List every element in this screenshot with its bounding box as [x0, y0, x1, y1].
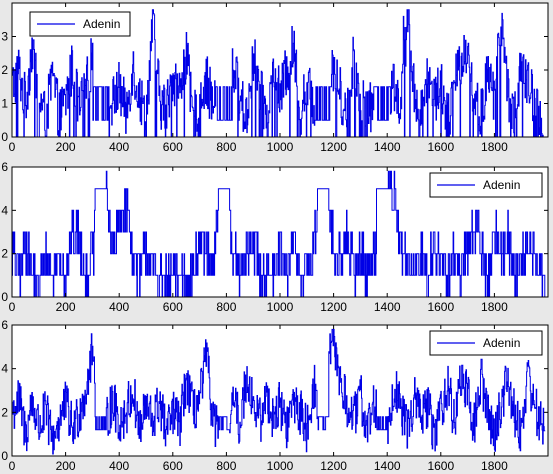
x-tick-label: 1800: [481, 140, 508, 154]
y-tick-label: 0: [1, 449, 8, 463]
x-tick-label: 1600: [427, 459, 454, 473]
legend: Adenin: [29, 11, 131, 37]
legend-label: Adenin: [483, 336, 520, 350]
series-line-adenin: [12, 328, 546, 455]
x-tick-label: 600: [163, 459, 183, 473]
x-tick-label: 0: [9, 459, 16, 473]
legend: Adenin: [429, 172, 543, 198]
x-tick-label: 800: [216, 459, 236, 473]
y-tick-label: 4: [1, 362, 8, 376]
x-tick-label: 1200: [320, 300, 347, 314]
series-line-adenin: [12, 9, 545, 137]
y-tick-label: 0: [1, 290, 8, 304]
x-tick-label: 1800: [481, 459, 508, 473]
x-tick-label: 400: [109, 140, 129, 154]
y-tick-label: 2: [1, 63, 8, 77]
x-tick-label: 400: [109, 459, 129, 473]
y-tick-label: 2: [1, 405, 8, 419]
x-tick-label: 600: [163, 300, 183, 314]
x-tick-label: 800: [216, 140, 236, 154]
x-tick-label: 1000: [267, 300, 294, 314]
x-tick-label: 1000: [267, 459, 294, 473]
legend-box: [429, 330, 543, 356]
x-tick-label: 1400: [374, 140, 401, 154]
x-tick-label: 1600: [427, 140, 454, 154]
x-tick-label: 0: [9, 300, 16, 314]
x-tick-label: 1400: [374, 300, 401, 314]
y-tick-label: 6: [1, 160, 8, 174]
chart-2: 0 200 400 600 800 1000 1200 1400 1600 1800 0 2 4 6 Ade…: [1, 160, 549, 314]
x-tick-label: 1200: [320, 140, 347, 154]
x-tick-label: 400: [109, 300, 129, 314]
x-tick-label: 0: [9, 140, 16, 154]
y-tick-label: 4: [1, 203, 8, 217]
x-tick-label: 1800: [481, 300, 508, 314]
x-tick-label: 200: [56, 459, 76, 473]
x-tick-label: 600: [163, 140, 183, 154]
legend: Adenin: [429, 330, 543, 356]
chart-1: 0 200 400 600 800 1000 1200 1400 1600 1800 0 1 2 3 Ade…: [1, 2, 549, 154]
y-tick-label: 1: [1, 97, 8, 111]
y-tick-label: 0: [1, 130, 8, 144]
x-tick-label: 200: [56, 140, 76, 154]
x-tick-label: 1200: [320, 459, 347, 473]
y-tick-label: 2: [1, 247, 8, 261]
y-tick-label: 3: [1, 30, 8, 44]
x-tick-label: 1400: [374, 459, 401, 473]
y-tick-label: 6: [1, 318, 8, 332]
x-tick-label: 1000: [267, 140, 294, 154]
chart-3: 0 200 400 600 800 1000 1200 1400 1600 1800 0 2 4 6 Ade…: [1, 318, 549, 473]
legend-label: Adenin: [483, 178, 520, 192]
series-line-adenin: [12, 170, 546, 297]
x-tick-label: 200: [56, 300, 76, 314]
x-tick-label: 1600: [427, 300, 454, 314]
x-tick-label: 800: [216, 300, 236, 314]
legend-label: Adenin: [83, 17, 120, 31]
